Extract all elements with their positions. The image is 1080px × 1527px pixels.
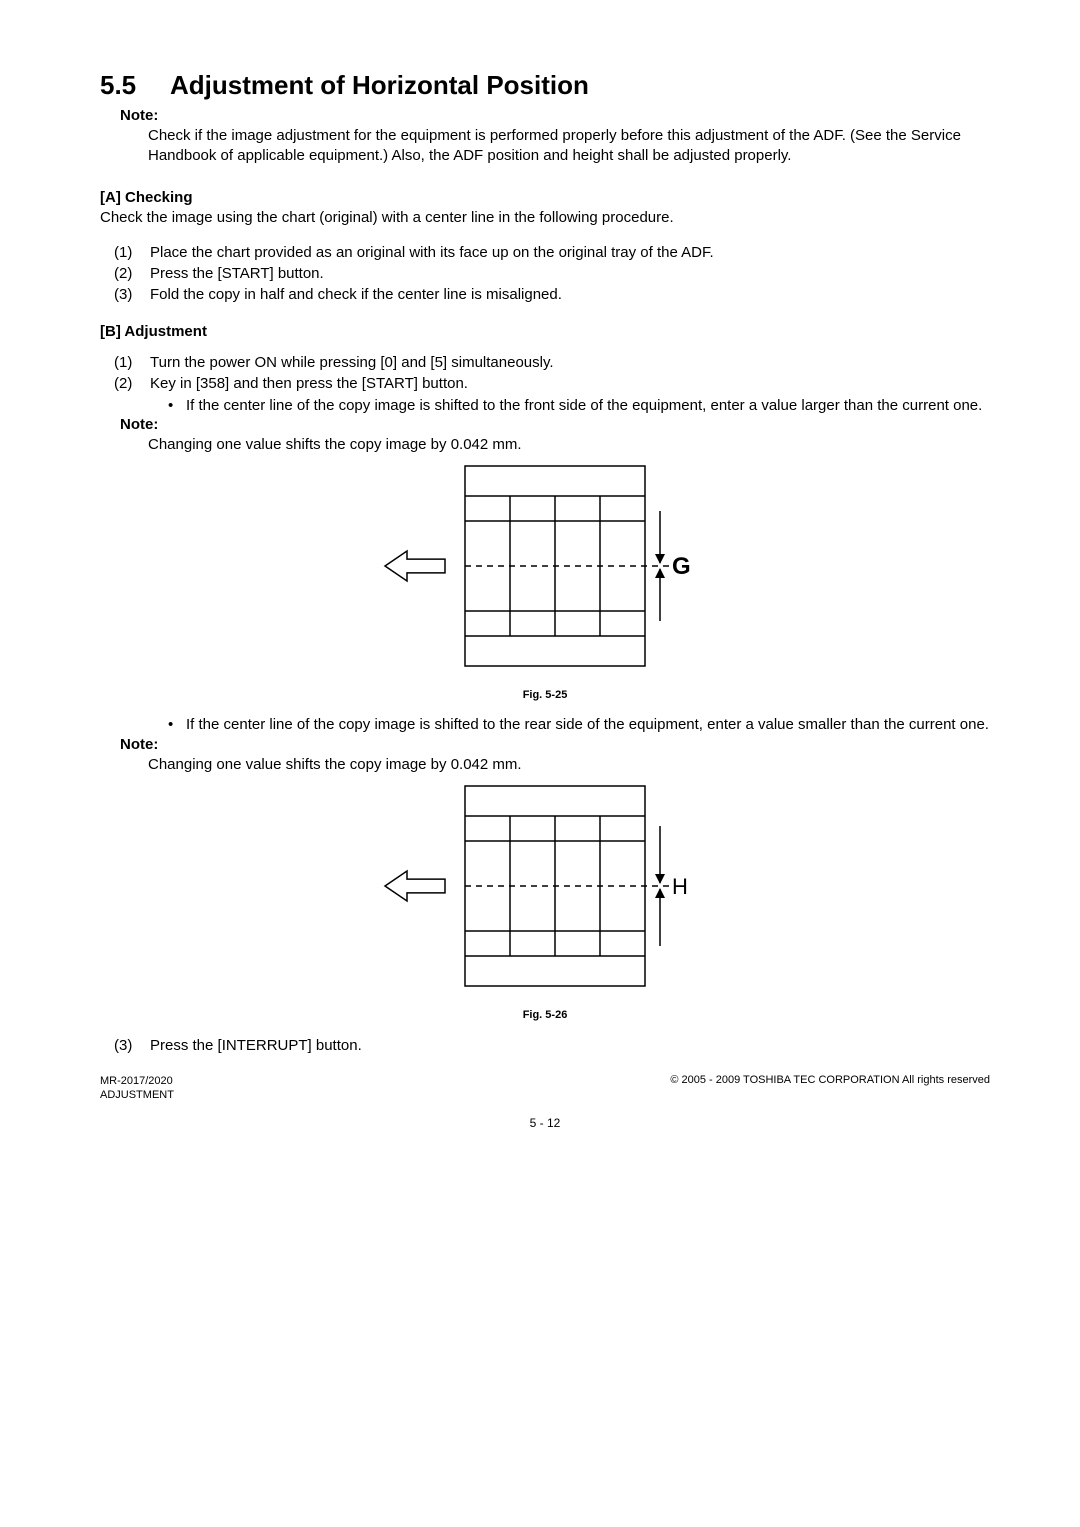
document-page: 5.5Adjustment of Horizontal Position Not… [0,0,1080,1170]
page-footer: MR-2017/2020 ADJUSTMENT © 2005 - 2009 TO… [100,1074,990,1103]
section-number: 5.5 [100,70,170,101]
checking-steps-list: (1)Place the chart provided as an origin… [114,242,990,305]
list-item: •If the center line of the copy image is… [168,715,990,735]
figure-2: H [100,781,990,1001]
note-body: Check if the image adjustment for the eq… [148,126,990,167]
note-label: Note: [120,107,990,124]
list-item: (2)Press the [START] button. [114,263,990,284]
note-label: Note: [120,736,990,753]
section-heading: 5.5Adjustment of Horizontal Position [100,70,990,101]
diagram-svg: H [375,781,715,996]
section-title: Adjustment of Horizontal Position [170,70,589,100]
list-item: (1)Turn the power ON while pressing [0] … [114,352,990,373]
subsection-a-intro: Check the image using the chart (origina… [100,208,990,228]
note-body: Changing one value shifts the copy image… [148,755,990,775]
note-label: Note: [120,416,990,433]
page-number: 5 - 12 [100,1116,990,1130]
diagram-svg: G [375,461,715,676]
figure-caption: Fig. 5-25 [100,689,990,701]
subsection-a-head: [A] Checking [100,189,990,206]
note-body: Changing one value shifts the copy image… [148,435,990,455]
adjustment-steps-list: (1)Turn the power ON while pressing [0] … [114,352,990,394]
list-item: (3)Press the [INTERRUPT] button. [114,1035,990,1056]
svg-text:H: H [672,874,688,899]
adjustment-step-3: (3)Press the [INTERRUPT] button. [114,1035,990,1056]
subsection-b-head: [B] Adjustment [100,323,990,340]
figure-caption: Fig. 5-26 [100,1009,990,1021]
list-item: •If the center line of the copy image is… [168,396,990,416]
footer-left: MR-2017/2020 ADJUSTMENT [100,1074,174,1103]
list-item: (1)Place the chart provided as an origin… [114,242,990,263]
svg-text:G: G [672,553,691,580]
figure-1: G [100,461,990,681]
list-item: (3)Fold the copy in half and check if th… [114,284,990,305]
footer-right: © 2005 - 2009 TOSHIBA TEC CORPORATION Al… [670,1074,990,1103]
list-item: (2)Key in [358] and then press the [STAR… [114,373,990,394]
bullet-list: •If the center line of the copy image is… [168,715,990,735]
bullet-list: •If the center line of the copy image is… [168,396,990,416]
